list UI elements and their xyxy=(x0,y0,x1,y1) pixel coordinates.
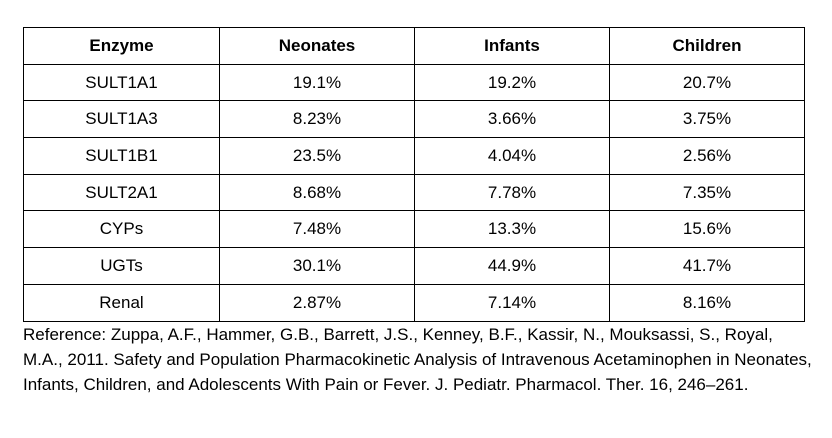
cell-infants: 44.9% xyxy=(414,247,610,285)
table-row: SULT2A1 8.68% 7.78% 7.35% xyxy=(23,173,805,212)
cell-children: 8.16% xyxy=(609,283,805,322)
cell-neonates: 19.1% xyxy=(219,63,415,102)
cell-children: 2.56% xyxy=(609,137,805,175)
cell-enzyme: SULT1B1 xyxy=(23,137,220,175)
cell-neonates: 2.87% xyxy=(219,283,415,322)
header-neonates: Neonates xyxy=(219,27,415,65)
cell-neonates: 8.23% xyxy=(219,100,415,139)
cell-enzyme: SULT1A3 xyxy=(23,100,220,139)
cell-infants: 3.66% xyxy=(414,100,610,139)
header-enzyme: Enzyme xyxy=(23,27,220,65)
cell-enzyme: CYPs xyxy=(23,210,220,249)
cell-infants: 19.2% xyxy=(414,63,610,102)
enzyme-contribution-table: Enzyme Neonates Infants Children SULT1A1… xyxy=(23,27,805,322)
cell-enzyme: SULT1A1 xyxy=(23,63,220,102)
cell-children: 20.7% xyxy=(609,63,805,102)
cell-neonates: 23.5% xyxy=(219,137,415,175)
cell-enzyme: SULT2A1 xyxy=(23,173,220,212)
table-row: SULT1A1 19.1% 19.2% 20.7% xyxy=(23,63,805,102)
cell-infants: 7.14% xyxy=(414,283,610,322)
cell-neonates: 30.1% xyxy=(219,247,415,285)
cell-children: 15.6% xyxy=(609,210,805,249)
reference-citation: Reference: Zuppa, A.F., Hammer, G.B., Ba… xyxy=(23,325,812,394)
table-row: SULT1A3 8.23% 3.66% 3.75% xyxy=(23,100,805,139)
table-row: CYPs 7.48% 13.3% 15.6% xyxy=(23,210,805,249)
header-infants: Infants xyxy=(414,27,610,65)
table-header-row: Enzyme Neonates Infants Children xyxy=(23,27,805,65)
cell-children: 7.35% xyxy=(609,173,805,212)
enzyme-table-container: Enzyme Neonates Infants Children SULT1A1… xyxy=(23,27,805,322)
cell-children: 3.75% xyxy=(609,100,805,139)
cell-infants: 13.3% xyxy=(414,210,610,249)
cell-children: 41.7% xyxy=(609,247,805,285)
cell-infants: 7.78% xyxy=(414,173,610,212)
table-row: Renal 2.87% 7.14% 8.16% xyxy=(23,283,805,322)
cell-neonates: 7.48% xyxy=(219,210,415,249)
table-row: UGTs 30.1% 44.9% 41.7% xyxy=(23,247,805,285)
header-children: Children xyxy=(609,27,805,65)
table-row: SULT1B1 23.5% 4.04% 2.56% xyxy=(23,137,805,175)
cell-enzyme: UGTs xyxy=(23,247,220,285)
cell-neonates: 8.68% xyxy=(219,173,415,212)
cell-infants: 4.04% xyxy=(414,137,610,175)
cell-enzyme: Renal xyxy=(23,283,220,322)
